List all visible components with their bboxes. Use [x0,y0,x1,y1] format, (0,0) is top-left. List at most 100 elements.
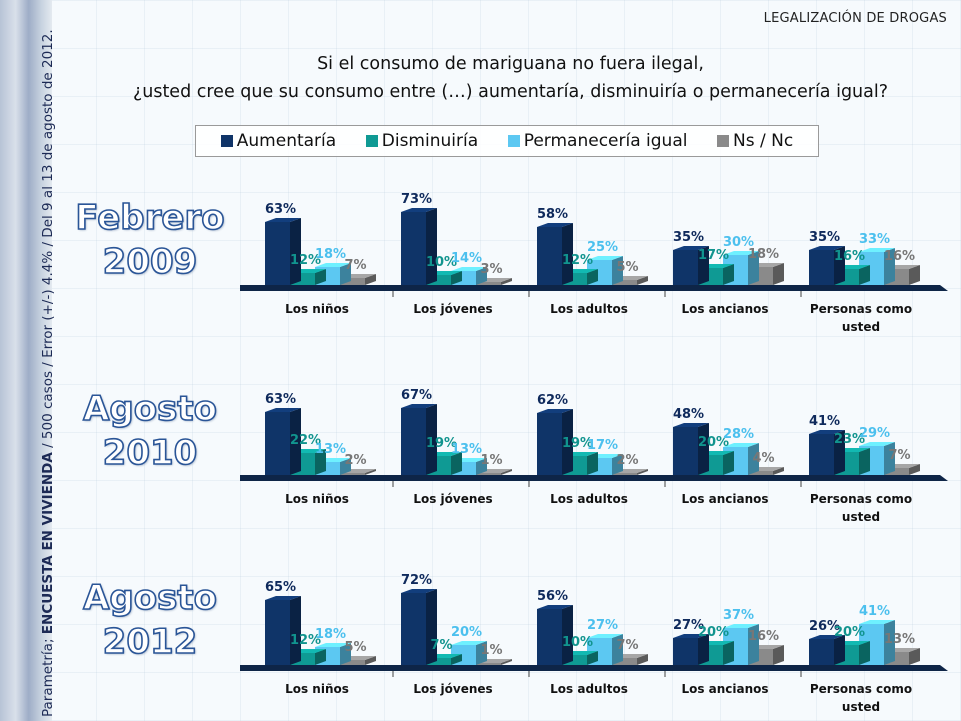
bar-side [909,265,920,285]
bar-side [773,467,784,475]
bar-side [698,423,709,475]
bar-aumentaria [265,218,301,285]
bar-front [401,408,426,475]
bar-front [265,222,290,285]
bar-side [501,278,512,285]
value-label-aumentaria: 48% [673,407,704,422]
bar-side [637,654,648,665]
value-label-aumentaria: 56% [537,589,568,604]
value-label-aumentaria: 62% [537,393,568,408]
bar-top [265,218,301,222]
bar-side [562,223,573,285]
value-label-disminuiria: 19% [562,436,593,451]
bar-aumentaria [673,423,709,475]
value-label-aumentaria: 63% [265,392,296,407]
bar-aumentaria [265,596,301,665]
bar-side [587,269,598,285]
bar-top [859,442,895,446]
value-label-disminuiria: 10% [426,255,457,270]
value-label-nsnc: 1% [480,643,502,658]
bar-side [426,589,437,665]
bar-front [340,473,365,475]
bar-aumentaria [401,208,437,285]
bar-side [426,404,437,475]
legend-swatch [717,135,730,147]
legend-item-aumentaria: Aumentaría [220,131,336,151]
value-label-permaneceria: 25% [587,240,618,255]
baseline [240,475,948,481]
bar-top [723,624,759,628]
bar-top [265,596,301,600]
bar-side [859,448,870,475]
value-label-disminuiria: 20% [698,435,729,450]
period-label-line1: Febrero [75,197,226,239]
value-label-permaneceria: 28% [723,427,754,442]
bar-top [265,408,301,412]
bar-aumentaria [537,223,573,285]
bar-side [315,449,326,475]
value-label-nsnc: 3% [480,262,502,277]
bar-side [340,263,351,285]
bar-side [290,408,301,475]
bar-side [637,469,648,475]
bar-front [476,282,501,285]
bar-top [537,223,573,227]
bar-side [637,276,648,285]
category-label: Personas como [810,492,912,506]
bar-side [748,443,759,475]
bar-front [537,609,562,665]
bar-front [401,212,426,285]
value-label-permaneceria: 30% [723,235,754,250]
value-label-nsnc: 5% [344,640,366,655]
value-label-disminuiria: 22% [290,433,321,448]
bar-side [748,251,759,285]
bar-side [884,248,895,285]
bar-top [451,267,487,271]
bar-side [773,263,784,285]
value-label-aumentaria: 73% [401,192,432,207]
category-label: Personas como [810,682,912,696]
category-label: Los ancianos [681,492,768,506]
legend-swatch [507,135,520,147]
value-label-disminuiria: 23% [834,432,865,447]
bar-front [612,473,637,475]
value-label-aumentaria: 63% [265,202,296,217]
bar-top [451,641,487,645]
bar-aumentaria [673,634,709,665]
bar-side [426,208,437,285]
legend-item-nsnc: Ns / Nc [717,131,793,151]
bar-top [401,208,437,212]
bar-top [315,643,351,647]
period-label-line2: 2009 [102,241,198,283]
source-prefix: Parametría; [40,634,56,717]
bar-front [426,275,451,285]
legend-label: Ns / Nc [733,131,794,151]
bar-front [673,427,698,475]
question-line-1: Si el consumo de mariguana no fuera ileg… [317,54,704,74]
category-label: Los adultos [550,492,628,506]
value-label-permaneceria: 41% [859,604,890,619]
bar-side [909,464,920,475]
value-label-nsnc: 4% [752,451,774,466]
bar-side [340,643,351,665]
category-label: Los niños [285,492,349,506]
bar-top [809,635,845,639]
value-label-nsnc: 16% [748,629,779,644]
category-label: usted [842,510,880,524]
question-title: Si el consumo de mariguana no fuera ileg… [60,50,961,106]
bar-front [537,227,562,285]
bar-side [562,605,573,665]
value-label-aumentaria: 67% [401,388,432,403]
source-note: Parametría; ENCUESTA EN VIVIENDA / 500 c… [40,29,56,717]
bar-side [365,274,376,285]
bar-front [673,638,698,665]
bar-front [537,413,562,475]
baseline [240,665,948,671]
value-label-aumentaria: 27% [673,618,704,633]
value-label-permaneceria: 17% [587,438,618,453]
bar-aumentaria [265,408,301,475]
legend-label: Permanecería igual [523,131,688,151]
category-label: Los jóvenes [413,682,492,696]
period-label-2009: Febrero 2009 [55,196,245,284]
bar-side [773,645,784,665]
